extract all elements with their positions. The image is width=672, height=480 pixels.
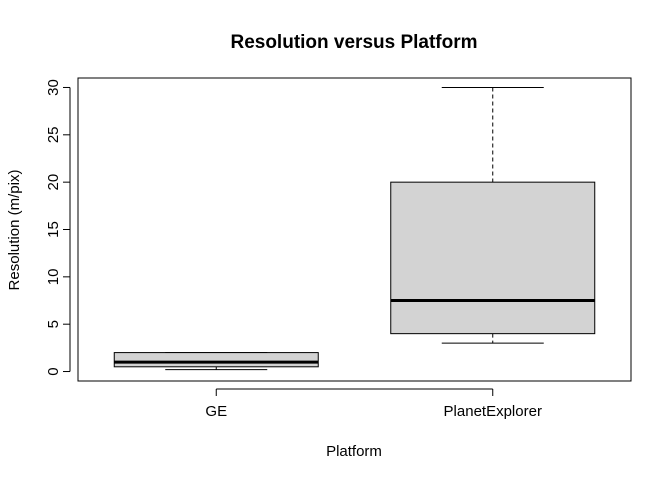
y-tick-label: 15: [45, 221, 62, 238]
y-axis-label: Resolution (m/pix): [6, 170, 23, 291]
box-planetexplorer: [390, 181, 596, 335]
x-axis: GE PlanetExplorer: [205, 388, 542, 420]
chart-title: Resolution versus Platform: [230, 32, 477, 53]
box-ge: [113, 352, 319, 368]
y-tick-label: 10: [45, 269, 62, 286]
x-tick-label: PlanetExplorer: [444, 403, 542, 420]
y-tick-label: 30: [45, 79, 62, 96]
y-tick-label: 0: [45, 367, 62, 375]
y-axis: 0 5 10 15 20 25 30: [45, 79, 71, 376]
y-tick-label: 5: [45, 320, 62, 328]
y-tick-label: 25: [45, 126, 62, 143]
plot-frame: [77, 77, 632, 382]
x-axis-label: Platform: [326, 443, 382, 460]
y-tick-label: 20: [45, 174, 62, 191]
box-group: [113, 86, 596, 371]
x-tick-label: GE: [205, 403, 227, 420]
